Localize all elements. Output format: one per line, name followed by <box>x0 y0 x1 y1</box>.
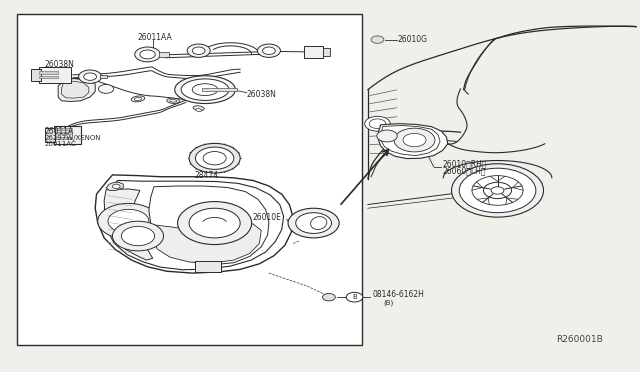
Circle shape <box>98 203 159 239</box>
Text: 26038N: 26038N <box>246 90 276 99</box>
Polygon shape <box>58 78 95 102</box>
Circle shape <box>257 44 280 57</box>
Ellipse shape <box>181 79 229 100</box>
Bar <box>56 128 72 130</box>
Ellipse shape <box>196 109 202 111</box>
Circle shape <box>323 294 335 301</box>
Polygon shape <box>153 224 261 263</box>
Ellipse shape <box>175 76 236 103</box>
Text: 26060〈LH〉: 26060〈LH〉 <box>443 166 486 175</box>
Circle shape <box>79 70 102 83</box>
Polygon shape <box>378 124 448 158</box>
Circle shape <box>187 44 210 57</box>
Circle shape <box>365 116 390 131</box>
Bar <box>39 67 71 83</box>
Text: 26010G: 26010G <box>398 35 428 44</box>
Text: 26011AA: 26011AA <box>138 33 173 42</box>
Circle shape <box>195 147 234 169</box>
Polygon shape <box>381 126 440 155</box>
Ellipse shape <box>167 98 179 103</box>
Circle shape <box>135 47 161 62</box>
Ellipse shape <box>131 96 145 102</box>
Bar <box>54 126 81 144</box>
Circle shape <box>460 168 536 213</box>
Polygon shape <box>61 81 89 98</box>
Polygon shape <box>104 180 284 270</box>
Bar <box>159 52 169 57</box>
Circle shape <box>189 208 240 238</box>
Circle shape <box>189 143 240 173</box>
Polygon shape <box>95 175 293 273</box>
Text: 28474: 28474 <box>194 171 218 180</box>
Bar <box>39 71 58 74</box>
Text: 26011AC: 26011AC <box>44 141 76 147</box>
Circle shape <box>296 213 332 234</box>
Bar <box>195 261 221 272</box>
Text: (B): (B) <box>383 300 394 307</box>
Ellipse shape <box>170 99 177 102</box>
Circle shape <box>140 50 156 59</box>
Circle shape <box>377 130 397 142</box>
Text: 26297W/XENON: 26297W/XENON <box>44 135 100 141</box>
Circle shape <box>483 182 511 199</box>
Circle shape <box>288 208 339 238</box>
Ellipse shape <box>193 106 204 110</box>
Circle shape <box>113 184 120 189</box>
Text: R260001B: R260001B <box>556 335 603 344</box>
Circle shape <box>403 134 426 147</box>
Circle shape <box>177 202 252 244</box>
Circle shape <box>346 292 363 302</box>
Bar <box>202 88 237 92</box>
Text: 08146-6162H: 08146-6162H <box>372 291 424 299</box>
Polygon shape <box>106 182 124 190</box>
Circle shape <box>203 151 226 165</box>
Circle shape <box>262 47 275 54</box>
Polygon shape <box>149 186 269 264</box>
Circle shape <box>108 209 149 233</box>
Circle shape <box>192 47 205 54</box>
Bar <box>100 75 107 78</box>
Bar <box>17 14 362 345</box>
Bar <box>304 46 323 58</box>
Text: 26010E: 26010E <box>253 213 282 222</box>
Bar <box>56 137 72 139</box>
Bar <box>56 132 72 135</box>
Bar <box>39 76 58 78</box>
Bar <box>31 69 41 81</box>
Ellipse shape <box>192 84 218 96</box>
Text: 26011A: 26011A <box>44 126 74 136</box>
Text: 26038N: 26038N <box>44 60 74 69</box>
Circle shape <box>452 164 543 217</box>
Circle shape <box>394 128 435 152</box>
Bar <box>45 128 55 141</box>
Text: B: B <box>352 294 357 300</box>
Circle shape <box>84 73 97 80</box>
Bar <box>323 48 330 55</box>
Circle shape <box>371 36 384 43</box>
Text: 26010〈RH〉: 26010〈RH〉 <box>443 159 487 168</box>
Polygon shape <box>104 189 153 260</box>
Circle shape <box>369 119 386 129</box>
Circle shape <box>99 84 114 93</box>
Circle shape <box>491 187 504 194</box>
Ellipse shape <box>134 97 141 100</box>
Circle shape <box>472 176 523 205</box>
Circle shape <box>113 221 164 251</box>
Circle shape <box>122 227 155 246</box>
